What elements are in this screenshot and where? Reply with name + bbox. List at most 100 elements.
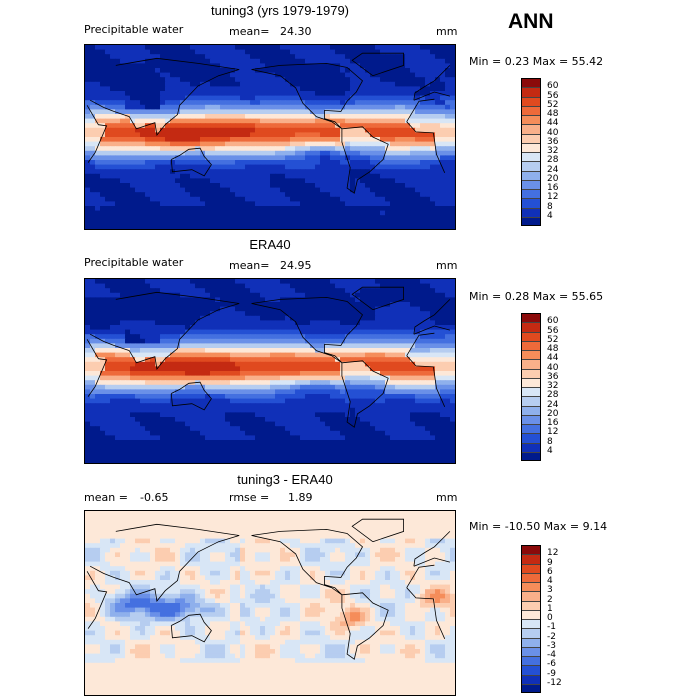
map-cell <box>440 104 446 110</box>
map-cell <box>415 45 421 51</box>
map-cell <box>120 389 126 395</box>
map-cell <box>240 302 246 308</box>
map-cell <box>280 315 286 321</box>
map-cell <box>290 164 296 170</box>
map-cell <box>190 77 196 83</box>
map-cell <box>120 315 126 321</box>
map-cell <box>125 315 131 321</box>
map-cell <box>90 63 96 69</box>
map-cell <box>120 306 126 312</box>
map-cell <box>325 137 331 143</box>
map-cell <box>210 187 216 193</box>
map-cell <box>435 201 441 207</box>
map-cell <box>405 206 411 212</box>
map-cell <box>90 183 96 189</box>
panel2-minmax: Min = 0.28 Max = 55.65 <box>469 290 604 303</box>
map-cell <box>355 357 361 363</box>
map-cell <box>440 201 446 207</box>
map-cell <box>265 398 271 404</box>
map-cell <box>135 306 141 312</box>
map-cell <box>355 169 361 175</box>
map-cell <box>275 77 281 83</box>
map-cell <box>415 288 421 294</box>
map-cell <box>410 68 416 74</box>
map-cell <box>175 49 181 55</box>
map-cell <box>345 109 351 115</box>
map-cell <box>375 325 381 331</box>
map-cell <box>185 394 191 400</box>
map-cell <box>395 72 401 78</box>
map-cell <box>270 292 276 298</box>
map-cell <box>285 292 291 298</box>
map-cell <box>95 58 101 64</box>
map-cell <box>265 155 271 161</box>
map-cell <box>440 329 446 335</box>
map-cell <box>200 114 206 120</box>
map-cell <box>360 206 366 212</box>
map-cell <box>310 192 316 198</box>
map-cell <box>205 183 211 189</box>
map-cell <box>150 196 156 202</box>
map-cell <box>155 380 161 386</box>
map-cell <box>165 160 171 166</box>
map-cell <box>360 389 366 395</box>
map-cell <box>275 334 281 340</box>
map-cell <box>235 45 241 51</box>
map-cell <box>140 306 146 312</box>
map-cell <box>375 141 381 147</box>
map-cell <box>245 352 251 358</box>
map-cell <box>315 201 321 207</box>
map-cell <box>145 49 151 55</box>
map-cell <box>150 320 156 326</box>
map-cell <box>195 366 201 372</box>
map-cell <box>215 389 221 395</box>
map-cell <box>430 49 436 55</box>
map-cell <box>200 334 206 340</box>
map-cell <box>115 375 121 381</box>
map-cell <box>350 357 356 363</box>
map-cell <box>395 49 401 55</box>
map-cell <box>150 389 156 395</box>
map-cell <box>120 150 126 156</box>
map-cell <box>185 219 191 225</box>
map-cell <box>235 357 241 363</box>
map-cell <box>205 81 211 87</box>
map-cell <box>405 68 411 74</box>
map-cell <box>195 118 201 124</box>
map-cell <box>175 366 181 372</box>
map-cell <box>220 219 226 225</box>
map-cell <box>175 141 181 147</box>
map-cell <box>420 224 426 229</box>
map-cell <box>350 384 356 390</box>
map-cell <box>425 146 431 152</box>
map-cell <box>185 279 191 285</box>
map-cell <box>155 371 161 377</box>
map-cell <box>265 91 271 97</box>
map-cell <box>120 169 126 175</box>
map-cell <box>365 279 371 285</box>
map-cell <box>240 357 246 363</box>
map-cell <box>440 91 446 97</box>
map-cell <box>305 91 311 97</box>
map-cell <box>240 306 246 312</box>
map-cell <box>125 114 131 120</box>
map-cell <box>275 394 281 400</box>
map-cell <box>260 215 266 221</box>
map-cell <box>340 201 346 207</box>
map-cell <box>415 384 421 390</box>
map-cell <box>225 49 231 55</box>
map-cell <box>200 109 206 115</box>
map-cell <box>445 320 451 326</box>
map-cell <box>175 338 181 344</box>
map-cell <box>190 187 196 193</box>
map-cell <box>270 160 276 166</box>
map-cell <box>345 375 351 381</box>
map-cell <box>150 210 156 216</box>
map-cell <box>100 81 106 87</box>
map-cell <box>110 173 116 179</box>
map-cell <box>410 114 416 120</box>
map-cell <box>250 114 256 120</box>
map-cell <box>370 357 376 363</box>
map-cell <box>160 45 166 51</box>
map-cell <box>235 141 241 147</box>
